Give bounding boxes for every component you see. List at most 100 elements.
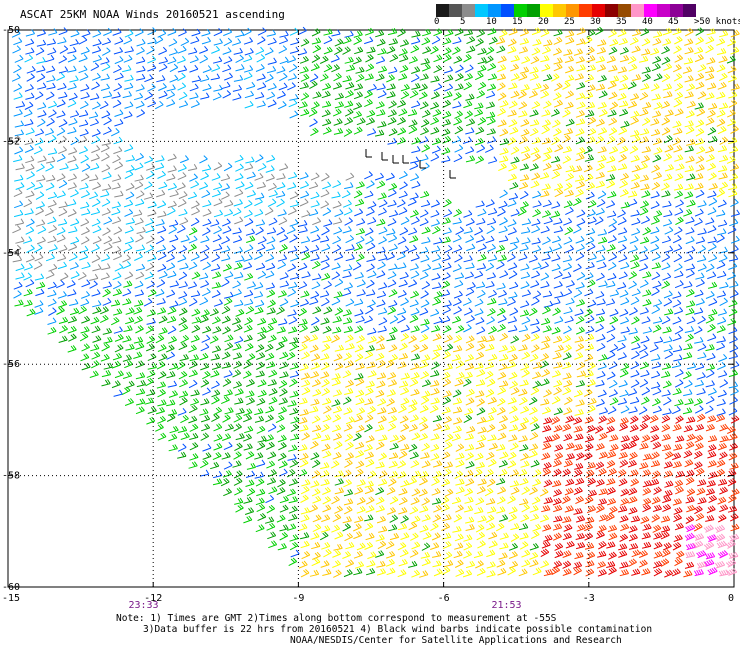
wind-barb [617,235,628,243]
wind-barb [308,108,318,117]
wind-barb [169,425,179,434]
wind-barb [608,117,618,126]
wind-barb [487,243,496,252]
wind-barb [587,253,597,261]
wind-barb [297,48,308,56]
wind-barb [353,126,363,135]
wind-barb [67,46,77,54]
wind-barb [519,37,530,45]
wind-barb [178,28,187,37]
wind-barb [476,398,485,407]
wind-barb [661,370,671,378]
wind-barb [477,426,487,434]
wind-barb [410,344,420,353]
wind-barb [618,126,628,135]
wind-barb [551,136,560,146]
wind-barb [91,325,101,334]
wind-barb [81,291,90,299]
wind-barb [441,217,451,225]
wind-barb [334,505,343,514]
wind-barb [375,550,385,558]
wind-barb [672,27,682,36]
wind-barb [453,208,462,218]
wind-barb [366,560,376,568]
wind-barb [310,480,320,488]
wind-barb [244,425,254,434]
wind-barb [202,65,212,73]
wind-barb [540,514,550,523]
wind-barb [408,560,418,568]
wind-barb [529,119,540,127]
wind-barb [605,425,615,434]
wind-barb [510,90,520,99]
wind-barb [323,35,333,45]
wind-barb [155,288,165,297]
wind-barb [729,335,738,344]
wind-barb [310,371,320,379]
wind-barb [289,342,298,352]
wind-barb [386,74,395,83]
wind-barb [553,226,564,233]
wind-barb [388,460,398,469]
wind-barb [397,542,407,551]
wind-barb [410,290,420,299]
wind-barb [58,244,68,253]
wind-barb [275,414,285,424]
wind-barb [421,109,431,118]
wind-barb [497,397,506,407]
wind-barb [627,190,638,198]
wind-barb [397,28,406,38]
wind-barb [629,236,639,244]
wind-barb [353,91,363,100]
wind-barb [620,262,630,270]
wind-barb [708,182,718,190]
wind-barb [287,523,297,531]
wind-barb [650,118,660,126]
wind-barb [563,128,574,136]
wind-barb [35,288,45,297]
wind-barb [608,505,618,515]
wind-barb [532,82,542,91]
wind-barb [180,155,189,164]
wind-barb [686,433,696,442]
wind-barb [421,514,431,522]
wind-barb [641,434,651,443]
wind-barb [619,417,629,425]
wind-barb [396,199,406,208]
wind-barb [100,73,110,81]
wind-barb [13,92,23,100]
wind-barb [134,174,144,182]
wind-barb [725,559,737,568]
wind-barb [598,451,608,459]
wind-barb [310,127,319,137]
wind-barb [255,262,266,271]
wind-barb [497,119,507,127]
wind-barb [12,255,23,263]
wind-barb [268,486,278,495]
wind-barb [157,389,166,398]
wind-barb [540,225,550,234]
wind-barb [551,396,561,405]
wind-barb [298,444,308,452]
wind-barb [221,81,231,90]
wind-barb [299,172,309,180]
wind-barb [301,432,310,441]
wind-barb [255,478,265,487]
wind-barb [531,27,541,36]
wind-barb [627,388,638,396]
wind-barb [276,514,286,523]
wind-barb [158,82,167,91]
wind-barb [331,372,341,380]
wind-barb [685,476,695,486]
wind-barb [598,280,608,288]
wind-barb [256,459,266,468]
wind-barb [627,55,637,65]
wind-barb [243,200,253,209]
wind-barb [257,317,267,326]
wind-barb [143,298,153,307]
wind-barb [343,207,353,216]
wind-barb [552,352,562,360]
wind-barb [728,308,738,317]
wind-barb [542,199,552,208]
